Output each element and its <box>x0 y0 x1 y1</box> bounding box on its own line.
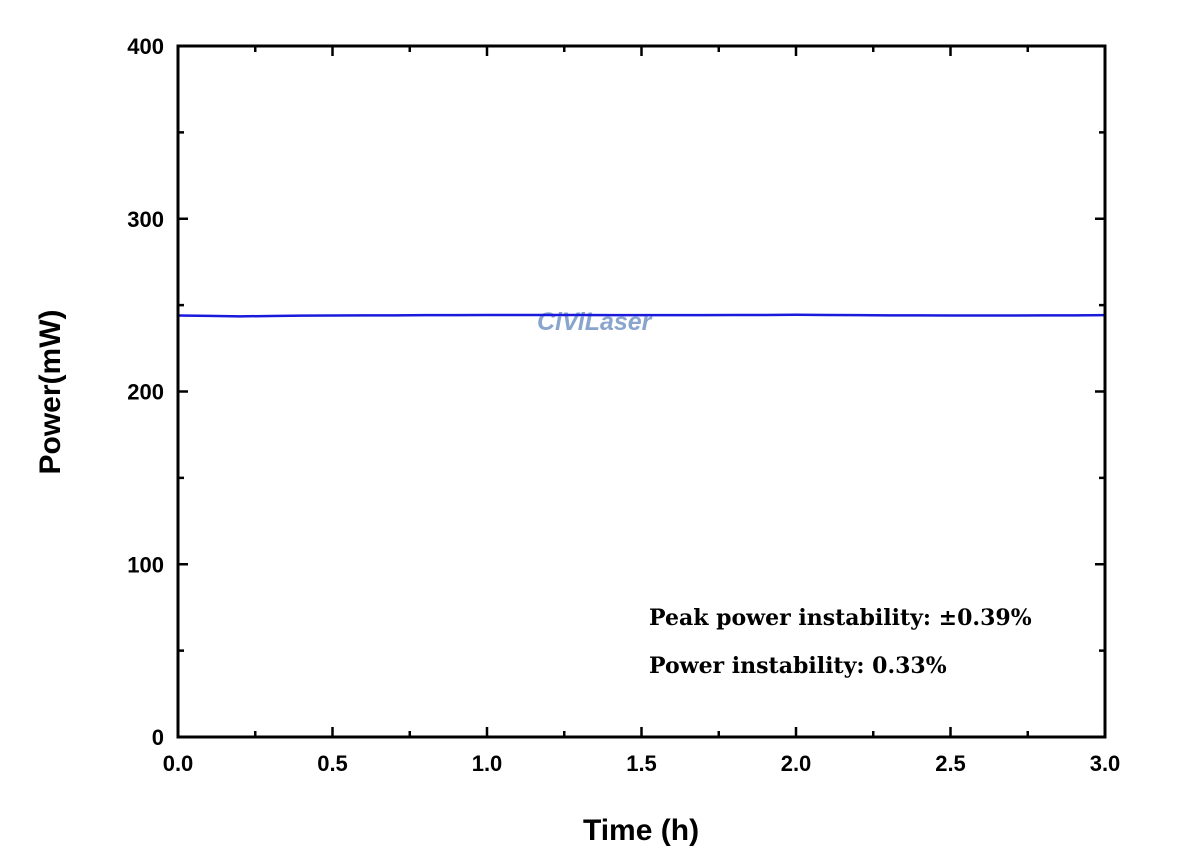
y-tick-label: 0 <box>152 725 164 750</box>
x-tick-label: 1.0 <box>472 751 503 776</box>
series-line-power <box>177 313 1106 318</box>
y-axis-label: Power(mW) <box>34 310 67 475</box>
x-tick-label: 0.0 <box>163 751 194 776</box>
y-tick-label: 100 <box>127 552 164 577</box>
plot-frame <box>176 44 1107 739</box>
y-tick-label: 200 <box>127 380 164 405</box>
x-tick-label: 1.5 <box>626 751 657 776</box>
x-axis-label: Time (h) <box>583 814 699 847</box>
watermark-logo: CiViLaser <box>537 308 653 336</box>
y-tick-label: 300 <box>127 207 164 232</box>
x-tick-label: 2.5 <box>935 751 966 776</box>
annotation-peak-instability: Peak power instability: ±0.39% <box>649 605 1032 631</box>
y-tick-label: 400 <box>127 34 164 59</box>
x-tick-label: 3.0 <box>1090 751 1121 776</box>
x-tick-label: 2.0 <box>781 751 812 776</box>
x-tick-label: 0.5 <box>317 751 348 776</box>
annotation-power-instability: Power instability: 0.33% <box>649 653 947 679</box>
